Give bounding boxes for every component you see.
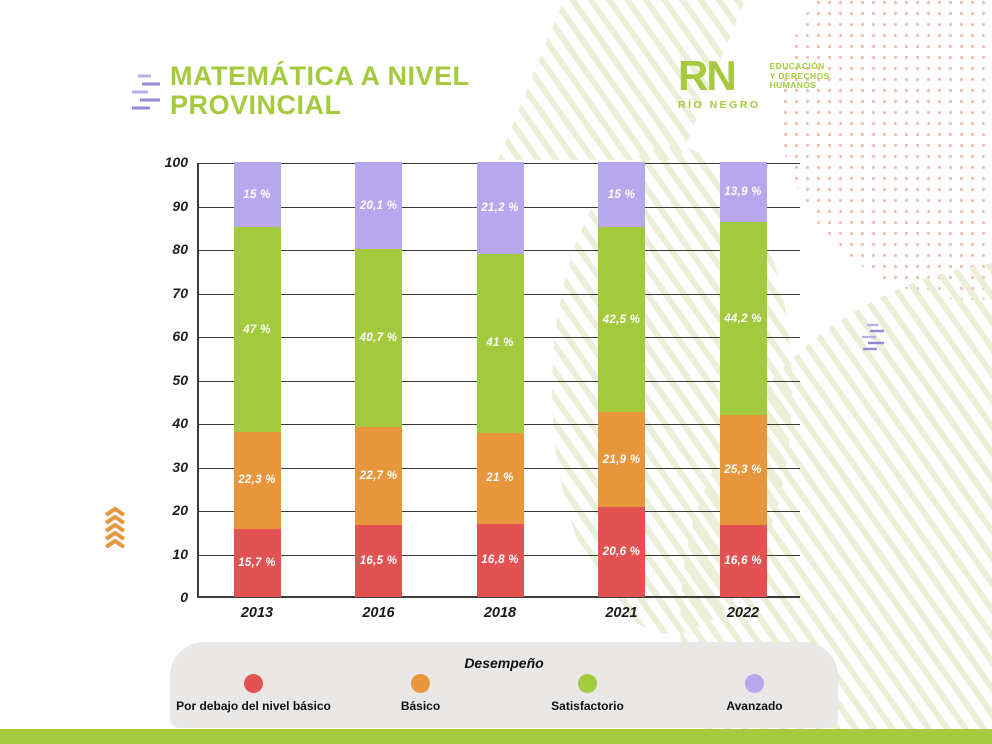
legend-items: Por debajo del nivel básico Básico Satisfa… xyxy=(170,674,838,713)
bar-segment: 44,2 % xyxy=(719,222,767,415)
bar-2018: 16,8 % 21 % 41 % 21,2 % xyxy=(476,162,524,597)
page-title-line1: MATEMÁTICA A NIVEL xyxy=(170,61,470,91)
legend-item: Básico xyxy=(337,674,504,713)
bar-segment: 40,7 % xyxy=(355,249,402,427)
bar-segment: 15,7 % xyxy=(233,528,281,597)
bar-segment: 16,5 % xyxy=(355,525,402,597)
bar-segment: 16,8 % xyxy=(476,523,524,597)
bar-segment: 20,6 % xyxy=(598,507,645,597)
bar-segment: 15 % xyxy=(233,162,281,228)
x-tick-label: 2022 xyxy=(726,605,760,621)
bar-2016: 16,5 % 22,7 % 40,7 % 20,1 % xyxy=(355,162,402,597)
legend-dot xyxy=(244,674,263,693)
x-tick-label: 2013 xyxy=(240,605,274,621)
x-tick-label: 2016 xyxy=(362,605,395,621)
bar-2022: 16,6 % 25,3 % 44,2 % 13,9 % xyxy=(719,162,767,597)
legend-item: Satisfactorio xyxy=(504,674,671,713)
y-tick-label: 60 xyxy=(172,328,188,344)
y-tick-label: 40 xyxy=(172,415,188,431)
bar-segment: 16,6 % xyxy=(719,524,767,597)
bar-segment: 22,7 % xyxy=(355,426,402,526)
footer-strip xyxy=(0,729,992,744)
y-axis-labels: 0 10 20 30 40 50 60 70 80 90 100 xyxy=(118,154,188,605)
bar-segment: 42,5 % xyxy=(598,227,645,413)
bar-segment: 21 % xyxy=(476,432,524,524)
bar-2021: 20,6 % 21,9 % 42,5 % 15 % xyxy=(598,162,645,597)
x-tick-label: 2018 xyxy=(483,605,517,621)
bar-segment: 21,9 % xyxy=(598,412,645,508)
purple-lines-icon xyxy=(862,323,884,351)
y-tick-label: 80 xyxy=(172,241,188,257)
legend-dot xyxy=(745,674,764,693)
y-tick-label: 100 xyxy=(164,154,188,170)
y-tick-label: 70 xyxy=(172,284,188,301)
y-tick-label: 0 xyxy=(180,589,188,605)
legend-label: Avanzado xyxy=(726,699,783,713)
pink-dots-circle xyxy=(780,0,992,300)
legend-label: Básico xyxy=(400,699,441,713)
y-tick-label: 30 xyxy=(172,458,188,475)
plot-area: 15,7 % 22,3 % 47 % 15 % 16,5 % 22,7 % 40,7 % 20… xyxy=(197,162,800,598)
y-tick-label: 20 xyxy=(172,502,188,518)
legend-label: Por debajo del nivel básico xyxy=(176,699,331,713)
bar-segment: 21,2 % xyxy=(476,162,524,255)
rio-negro-logo: RN RÍO NEGRO EDUCACIÓN Y DERECHOS HUMANO… xyxy=(678,52,830,112)
legend-dot xyxy=(578,674,597,693)
page-title: MATEMÁTICA A NIVEL PROVINCIAL xyxy=(170,62,469,120)
page-title-line2: PROVINCIAL xyxy=(170,90,342,120)
bar-2013: 15,7 % 22,3 % 47 % 15 % xyxy=(233,162,281,597)
legend-dot xyxy=(411,674,430,693)
legend-item: Avanzado xyxy=(671,674,838,713)
y-tick-label: 10 xyxy=(172,545,188,562)
bar-segment: 20,1 % xyxy=(355,162,402,250)
bar-segment: 15 % xyxy=(598,162,645,228)
bar-segment: 13,9 % xyxy=(719,162,767,223)
bar-segment: 41 % xyxy=(476,254,524,433)
x-tick-label: 2021 xyxy=(605,605,638,621)
orange-chevrons-icon xyxy=(104,506,126,549)
y-tick-label: 50 xyxy=(172,371,188,388)
y-tick-label: 90 xyxy=(172,197,188,214)
legend-title: Desempeño xyxy=(464,655,544,671)
logo-tagline: EDUCACIÓN Y DERECHOS HUMANOS xyxy=(769,61,830,90)
purple-lines-icon xyxy=(132,74,160,110)
legend-label: Satisfactorio xyxy=(551,699,624,713)
bar-segment: 25,3 % xyxy=(719,414,767,525)
logo-name: RÍO NEGRO xyxy=(678,99,761,111)
bar-segment: 47 % xyxy=(233,227,281,432)
bar-segment: 22,3 % xyxy=(233,431,281,529)
legend-item: Por debajo del nivel básico xyxy=(170,674,337,713)
y-axis-line xyxy=(197,163,199,598)
legend: Desempeño Por debajo del nivel básico Bás… xyxy=(170,642,838,728)
gridline xyxy=(197,596,800,598)
logo-mark: RN xyxy=(678,52,737,99)
